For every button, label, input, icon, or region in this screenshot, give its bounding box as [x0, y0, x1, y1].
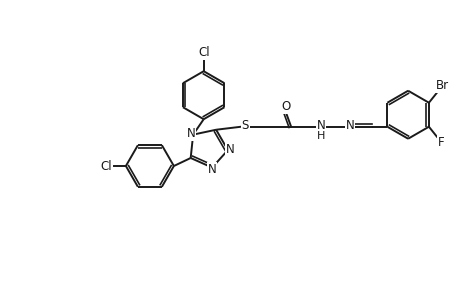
Text: N: N: [207, 163, 216, 176]
Text: Br: Br: [436, 79, 448, 92]
Text: F: F: [437, 136, 443, 149]
Text: N: N: [225, 142, 234, 156]
Text: N: N: [345, 119, 354, 132]
Text: S: S: [241, 119, 248, 132]
Text: Cl: Cl: [197, 46, 209, 59]
Text: N: N: [316, 119, 325, 132]
Text: H: H: [316, 131, 325, 141]
Text: O: O: [280, 100, 290, 113]
Text: Cl: Cl: [100, 160, 112, 172]
Text: N: N: [186, 127, 195, 140]
